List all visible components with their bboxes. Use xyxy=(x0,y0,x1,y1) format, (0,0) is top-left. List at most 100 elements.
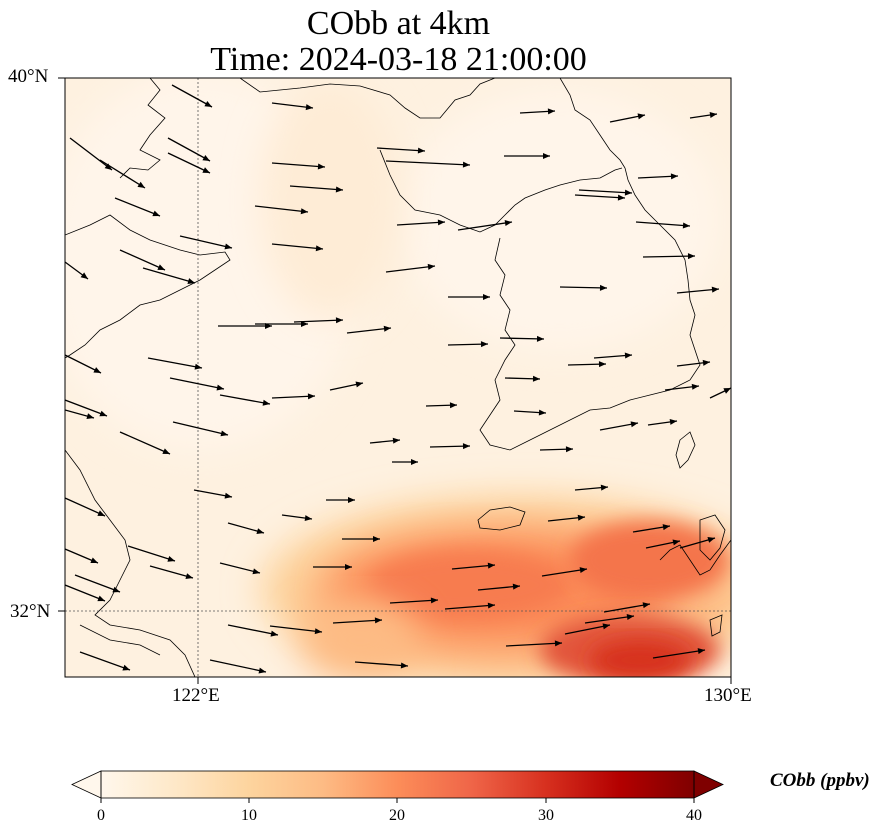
wind-arrow xyxy=(392,459,418,465)
wind-arrow xyxy=(65,409,95,420)
wind-arrow xyxy=(254,205,309,215)
wind-arrow xyxy=(447,341,489,348)
wind-arrow xyxy=(313,564,352,570)
wind-arrow xyxy=(329,381,364,391)
wind-arrow xyxy=(149,565,194,580)
wind-arrow xyxy=(119,431,171,455)
wind-arrow xyxy=(169,377,225,391)
wind-arrow xyxy=(559,284,608,291)
lon-tick-122: 122°E xyxy=(172,685,220,706)
wind-arrow xyxy=(679,537,716,549)
wind-arrow xyxy=(664,383,700,391)
colorbar xyxy=(71,770,724,803)
wind-arrow xyxy=(676,359,711,367)
wind-arrow xyxy=(172,421,229,437)
wind-arrow xyxy=(505,640,563,647)
wind-arrow xyxy=(119,249,166,271)
wind-arrow xyxy=(513,409,547,416)
wind-arrow xyxy=(578,189,633,196)
wind-arrow xyxy=(271,393,316,400)
wind-arrow xyxy=(289,185,344,193)
wind-arrow xyxy=(645,539,681,549)
wind-arrow xyxy=(179,235,233,250)
wind-arrow xyxy=(676,286,720,294)
wind-arrow xyxy=(564,623,611,635)
wind-arrow xyxy=(635,221,691,229)
wind-arrow xyxy=(647,418,678,426)
wind-arrow xyxy=(326,497,355,503)
lat-tick-32: 32°N xyxy=(10,601,51,622)
wind-arrow xyxy=(504,153,550,159)
wind-arrow xyxy=(342,536,380,542)
wind-arrow xyxy=(65,399,108,417)
wind-arrow xyxy=(457,220,513,231)
lon-tick-130: 130°E xyxy=(704,685,752,706)
map-frame xyxy=(64,77,732,678)
wind-arrow xyxy=(396,219,446,226)
wind-arrow xyxy=(281,514,313,522)
wind-arrow xyxy=(389,597,439,604)
wind-arrow xyxy=(65,354,102,374)
colorbar-tick-10: 10 xyxy=(241,807,257,824)
wind-arrow xyxy=(147,357,203,370)
wind-arrow xyxy=(632,524,671,533)
wind-arrow xyxy=(477,583,521,591)
wind-arrow xyxy=(385,160,471,168)
wind-arrow xyxy=(227,624,279,637)
wind-arrow xyxy=(574,194,626,201)
wind-arrow xyxy=(369,437,401,444)
wind-arrow xyxy=(69,137,113,171)
colorbar-tick-0: 0 xyxy=(97,807,105,824)
wind-arrow xyxy=(354,661,409,669)
wind-arrow xyxy=(293,317,344,324)
colorbar-tick-40: 40 xyxy=(686,807,702,824)
wind-arrow xyxy=(79,651,131,671)
wind-arrow xyxy=(499,335,545,342)
wind-arrow xyxy=(652,648,706,659)
wind-arrow xyxy=(167,137,211,162)
wind-arrow xyxy=(74,574,121,593)
wind-arrow xyxy=(219,394,271,406)
wind-arrow xyxy=(448,294,490,300)
colorbar-label: CObb (ppbv) xyxy=(770,770,870,791)
concentration-field xyxy=(65,78,731,677)
wind-arrow xyxy=(709,387,731,399)
wind-arrow xyxy=(519,108,556,115)
wind-arrow xyxy=(346,325,392,334)
wind-arrow xyxy=(271,102,314,111)
wind-arrow xyxy=(65,261,89,280)
wind-arrow xyxy=(227,522,265,535)
wind-arrow xyxy=(65,497,106,517)
colorbar-tick-30: 30 xyxy=(538,807,554,824)
wind-arrow xyxy=(332,617,383,624)
gridlines xyxy=(65,78,731,677)
wind-arrow xyxy=(425,402,458,409)
wind-arrow xyxy=(593,352,633,359)
wind-arrow xyxy=(642,253,696,260)
wind-arrow xyxy=(376,147,426,154)
wind-arrow xyxy=(603,602,651,613)
wind-arrow xyxy=(193,489,233,499)
map-title: CObb at 4km xyxy=(306,5,491,42)
wind-arrow xyxy=(269,625,323,635)
wind-arrow xyxy=(271,243,324,252)
wind-arrow xyxy=(689,112,718,119)
wind-arrow xyxy=(271,162,326,170)
colorbar-tick-20: 20 xyxy=(389,807,405,824)
wind-arrow xyxy=(451,562,496,570)
wind-arrow xyxy=(114,197,161,217)
wind-arrow xyxy=(541,567,588,577)
wind-arrow xyxy=(142,267,196,284)
wind-arrow xyxy=(584,614,635,624)
wind-arrow xyxy=(65,584,106,602)
wind-arrow xyxy=(444,602,496,610)
wind-arrow xyxy=(567,361,607,368)
wind-arrow xyxy=(65,548,99,564)
wind-arrow xyxy=(385,263,436,273)
axis-ticks xyxy=(58,77,732,684)
wind-arrow xyxy=(255,321,308,327)
wind-arrow xyxy=(609,113,646,123)
wind-arrow xyxy=(99,159,146,189)
wind-arrow xyxy=(539,446,574,453)
